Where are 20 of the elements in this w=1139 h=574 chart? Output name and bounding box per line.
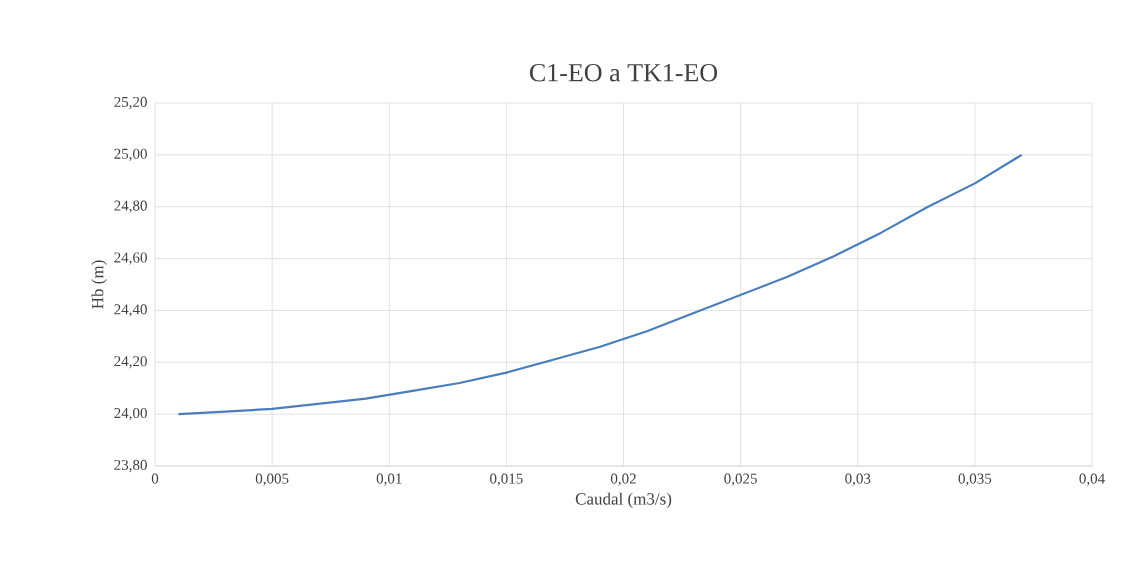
y-tick-label: 24,20 (114, 356, 147, 369)
x-axis-title: Caudal (m3/s) (575, 492, 672, 509)
x-tick-label: 0,02 (610, 473, 636, 486)
x-tick-label: 0,035 (958, 473, 992, 486)
y-tick-label: 24,60 (114, 252, 147, 265)
x-tick-label: 0,025 (724, 473, 757, 486)
x-tick-label: 0,03 (845, 473, 871, 486)
y-tick-label: 25,20 (114, 96, 147, 110)
x-tick-label: 0 (151, 473, 159, 484)
y-axis-title: Hb (m) (91, 260, 107, 309)
x-tick-label: 0,04 (1079, 473, 1105, 486)
y-tick-label: 23,80 (114, 459, 147, 473)
x-tick-label: 0,005 (255, 473, 289, 486)
y-tick-label: 24,80 (114, 200, 147, 213)
chart-title: C1-EO a TK1-EO (529, 63, 718, 82)
x-tick-label: 0,01 (376, 473, 402, 486)
y-tick-label: 24,00 (114, 408, 147, 421)
y-tick-label: 24,40 (114, 304, 147, 317)
x-tick-label: 0,015 (490, 473, 523, 486)
y-tick-label: 25,00 (114, 148, 147, 161)
